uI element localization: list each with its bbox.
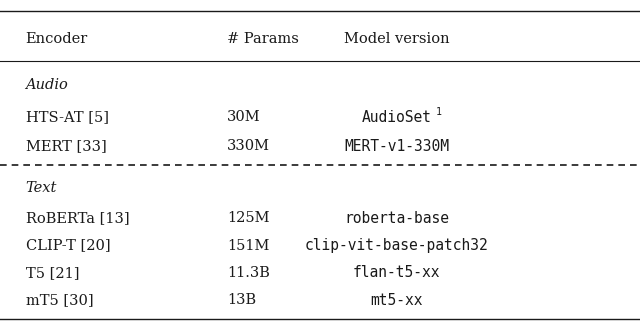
Text: MERT [33]: MERT [33] — [26, 139, 106, 153]
Text: Text: Text — [26, 181, 57, 195]
Text: HTS-AT [5]: HTS-AT [5] — [26, 110, 109, 124]
Text: mt5-xx: mt5-xx — [371, 293, 423, 308]
Text: Model version: Model version — [344, 31, 450, 46]
Text: T5 [21]: T5 [21] — [26, 266, 79, 280]
Text: 151M: 151M — [227, 239, 269, 253]
Text: 11.3B: 11.3B — [227, 266, 270, 280]
Text: RoBERTa [13]: RoBERTa [13] — [26, 211, 129, 225]
Text: 1: 1 — [436, 107, 442, 117]
Text: Encoder: Encoder — [26, 31, 88, 46]
Text: 330M: 330M — [227, 139, 270, 153]
Text: mT5 [30]: mT5 [30] — [26, 293, 93, 307]
Text: clip-vit-base-patch32: clip-vit-base-patch32 — [305, 238, 489, 253]
Text: CLIP-T [20]: CLIP-T [20] — [26, 239, 110, 253]
Text: MERT-v1-330M: MERT-v1-330M — [344, 139, 449, 153]
Text: roberta-base: roberta-base — [344, 211, 449, 226]
Text: 13B: 13B — [227, 293, 257, 307]
Text: # Params: # Params — [227, 31, 299, 46]
Text: 125M: 125M — [227, 211, 269, 225]
Text: AudioSet: AudioSet — [362, 110, 432, 125]
Text: flan-t5-xx: flan-t5-xx — [353, 265, 440, 280]
Text: Audio: Audio — [26, 78, 68, 92]
Text: 30M: 30M — [227, 110, 261, 124]
